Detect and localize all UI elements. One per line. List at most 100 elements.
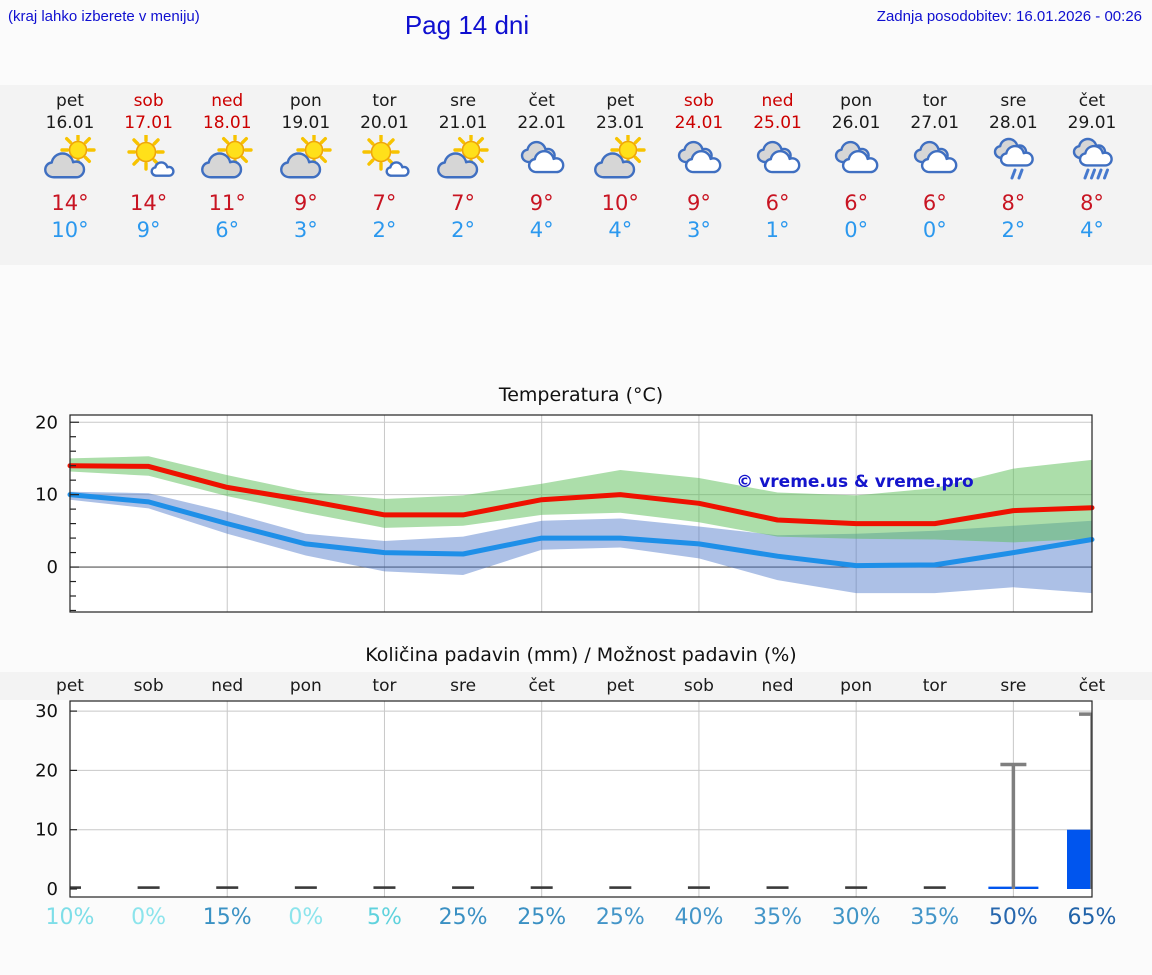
day-low-temp: 6° <box>215 218 240 242</box>
day-name: pon <box>840 91 873 111</box>
rain-streak <box>1103 168 1109 180</box>
day-name: ned <box>211 91 244 111</box>
rain-streak <box>1090 168 1096 180</box>
sun-ray <box>83 136 92 145</box>
precip-probability: 50% <box>988 905 1038 930</box>
rain-light-icon <box>994 137 1035 180</box>
rain-icon <box>1072 137 1113 180</box>
sun-disc <box>304 140 324 160</box>
sun-disc <box>461 140 481 160</box>
forecast-day-column: čet 29.01 8° 4° <box>1049 85 1135 243</box>
day-date: 24.01 <box>674 113 724 133</box>
sun-gray-cloud-icon <box>437 132 489 179</box>
sun-gray-cloud-icon <box>594 132 646 179</box>
precip-day-label: sre <box>1000 676 1027 696</box>
precip-ytick-label: 10 <box>35 820 58 841</box>
sun-ray <box>64 136 73 145</box>
precip-day-label: ned <box>211 676 244 696</box>
temp-ytick-label: 10 <box>35 485 58 506</box>
day-icon-box <box>499 135 585 187</box>
day-low-temp: 3° <box>293 218 318 242</box>
precip-ytick-label: 20 <box>35 760 58 781</box>
precip-probability: 10% <box>45 905 95 930</box>
day-date: 25.01 <box>753 113 802 133</box>
day-name: sre <box>450 91 477 111</box>
day-high-temp: 7° <box>451 191 475 215</box>
precip-day-label: pon <box>289 676 322 696</box>
cloudy-icon <box>834 140 879 174</box>
precip-zero-bar <box>687 886 710 889</box>
day-high-temp: 9° <box>529 191 554 215</box>
precip-probability: 65% <box>1067 905 1117 930</box>
day-icon-box <box>970 135 1056 187</box>
sun-ray <box>615 136 623 145</box>
temperature-chart: 0 10 20 © vreme.us & vreme.pro <box>35 413 1095 613</box>
cloud-shape <box>1078 144 1113 167</box>
day-icon-box <box>106 133 192 187</box>
cloud-shape <box>594 152 636 179</box>
forecast-day-column: sob 17.01 14° 9° <box>106 85 192 243</box>
sun-ray <box>476 136 485 145</box>
day-high-temp: 9° <box>293 191 318 215</box>
day-date: 21.01 <box>438 113 488 133</box>
cloud-shape <box>1000 144 1035 167</box>
day-high-temp: 6° <box>765 191 790 215</box>
day-date: 28.01 <box>989 113 1038 133</box>
day-high-temp: 6° <box>922 191 947 215</box>
day-icon-box <box>420 132 506 187</box>
precip-day-label: sre <box>450 676 477 696</box>
day-date: 17.01 <box>124 113 173 133</box>
precip-zero-bar <box>137 886 160 889</box>
day-low-temp: 9° <box>136 218 161 242</box>
forecast-day-column: ned 25.01 6° 1° <box>735 85 821 243</box>
day-name: tor <box>372 91 397 111</box>
sun-disc <box>68 140 88 160</box>
day-low-temp: 10° <box>51 218 89 242</box>
day-date: 29.01 <box>1067 113 1117 133</box>
sun-ray <box>131 138 140 146</box>
day-high-temp: 8° <box>1080 191 1104 215</box>
precip-plot-border <box>69 700 1093 898</box>
precip-probability: 0% <box>131 905 167 930</box>
day-name: čet <box>528 91 555 111</box>
day-date: 27.01 <box>910 113 960 133</box>
day-icon-box <box>577 132 663 187</box>
sun-ray <box>387 138 396 146</box>
max-temperature-line <box>67 463 1095 527</box>
min-temperature-line <box>67 492 1095 569</box>
last-update-text: Zadnja posodobitev: 16.01.2026 - 00:26 <box>876 8 1142 25</box>
forecast-day-column: pon 19.01 9° 3° <box>263 85 349 243</box>
rain-streak <box>1017 168 1024 180</box>
precip-day-label: čet <box>1078 676 1106 696</box>
precipitation-chart-title: Količina padavin (mm) / Možnost padavin … <box>365 644 797 666</box>
precip-day-label: čet <box>528 676 555 696</box>
day-high-temp: 8° <box>1001 191 1026 215</box>
day-low-temp: 2° <box>451 218 475 242</box>
cloud-shape <box>763 149 800 174</box>
day-name: čet <box>1078 91 1106 111</box>
precip-probability: 25% <box>438 905 488 930</box>
sun-gray-cloud-icon <box>201 132 253 179</box>
precip-probability: 25% <box>595 905 645 930</box>
cloud-shape <box>150 161 175 177</box>
cloudy-icon <box>520 140 565 174</box>
sun-ray <box>634 155 642 164</box>
rain-streak <box>1083 168 1090 180</box>
day-date: 22.01 <box>517 113 567 133</box>
precip-probability: 40% <box>674 905 724 930</box>
day-high-temp: 7° <box>372 191 397 215</box>
sun-ray <box>367 138 376 146</box>
day-low-temp: 0° <box>922 218 947 242</box>
sun-disc <box>135 141 156 163</box>
precip-probability-row: 10% 0% 15% 0% 5% 25% 25% 25% 40% 35% 30% 35% 50% 65% <box>0 903 1152 933</box>
temperature-chart-title: Temperatura (°C) <box>498 384 664 406</box>
day-low-temp: 2° <box>372 218 397 242</box>
temp-ytick-label: 0 <box>47 557 58 578</box>
forecast-day-column: čet 22.01 9° 4° <box>499 85 585 243</box>
day-name: pon <box>289 91 322 111</box>
precip-zero-bar <box>373 886 396 889</box>
rain-streak <box>1096 168 1103 180</box>
forecast-day-column: sob 24.01 9° 3° <box>656 85 742 243</box>
day-low-temp: 1° <box>765 218 790 242</box>
cloud-shape <box>437 152 479 179</box>
